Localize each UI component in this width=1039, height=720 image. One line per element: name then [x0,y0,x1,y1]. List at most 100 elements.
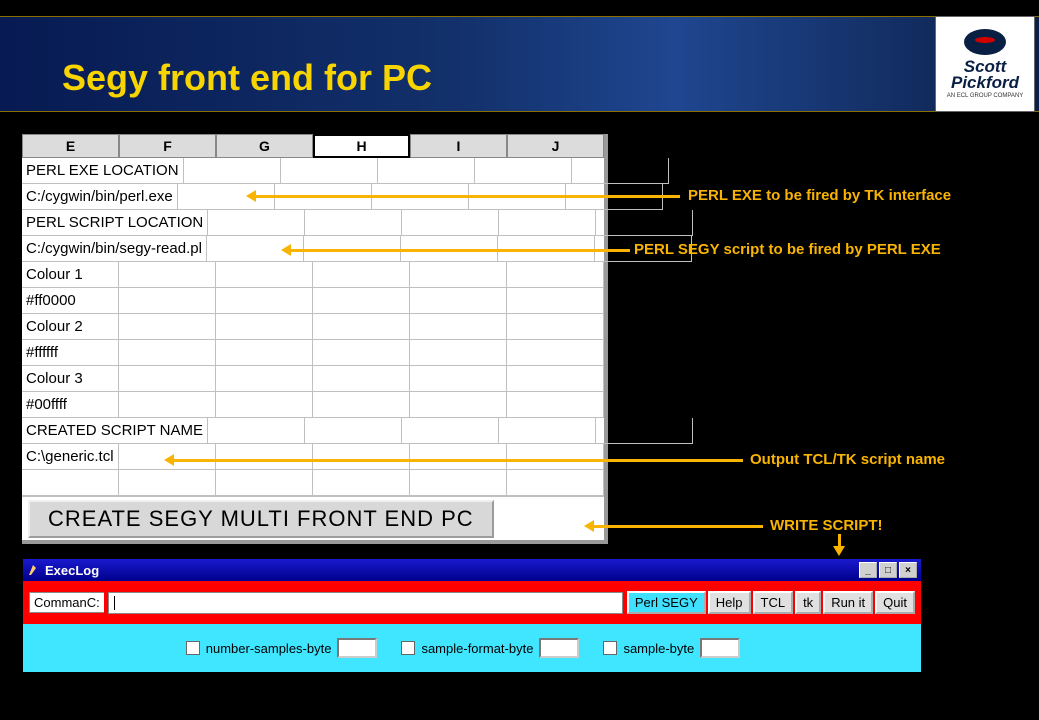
cell[interactable]: Colour 2 [22,314,119,340]
maximize-button[interactable]: □ [879,562,897,578]
cell[interactable]: #ff0000 [22,288,119,314]
column-header-I[interactable]: I [410,134,507,158]
cell[interactable]: #00ffff [22,392,119,418]
close-button[interactable]: × [899,562,917,578]
cell[interactable] [216,288,313,314]
command-label: CommanC: [29,592,104,613]
cell[interactable] [313,470,410,496]
perl-segy-button[interactable]: Perl SEGY [627,591,706,614]
cell[interactable]: CREATED SCRIPT NAME [22,418,208,444]
field-sample-format-byte[interactable] [539,638,579,658]
command-input[interactable] [108,592,623,614]
create-script-button[interactable]: CREATE SEGY MULTI FRONT END PC [28,500,494,538]
cell[interactable] [313,366,410,392]
column-header-E[interactable]: E [22,134,119,158]
option-label: sample-byte [623,641,694,656]
checkbox-sample-byte[interactable] [603,641,617,655]
column-header-H[interactable]: H [313,134,410,158]
cell[interactable] [410,444,507,470]
field-number-samples-byte[interactable] [337,638,377,658]
cell[interactable] [22,470,119,496]
help-button[interactable]: Help [708,591,751,614]
cell[interactable] [119,470,216,496]
checkbox-number-samples-byte[interactable] [186,641,200,655]
cell[interactable] [410,340,507,366]
table-row: #00ffff [22,392,604,418]
cell[interactable] [313,444,410,470]
cell[interactable] [119,314,216,340]
cell[interactable] [378,158,475,184]
cell[interactable] [208,210,305,236]
cell[interactable] [305,210,402,236]
cell[interactable] [216,366,313,392]
cell[interactable]: Colour 1 [22,262,119,288]
cell[interactable] [596,418,693,444]
cell[interactable] [507,470,604,496]
cell[interactable] [402,210,499,236]
cell[interactable] [572,158,669,184]
cell[interactable] [216,444,313,470]
execlog-window: ExecLog _ □ × CommanC: Perl SEGYHelpTCLt… [22,558,922,673]
column-header-F[interactable]: F [119,134,216,158]
column-header-J[interactable]: J [507,134,604,158]
table-row: #ffffff [22,340,604,366]
cell[interactable] [507,392,604,418]
cell[interactable] [499,418,596,444]
cell[interactable] [313,392,410,418]
cell[interactable] [596,210,693,236]
cell[interactable] [313,288,410,314]
cell[interactable] [119,262,216,288]
cell[interactable]: C:/cygwin/bin/segy-read.pl [22,236,207,262]
cell[interactable] [281,158,378,184]
cell[interactable] [410,470,507,496]
cell[interactable] [119,366,216,392]
minimize-button[interactable]: _ [859,562,877,578]
tcl-button[interactable]: TCL [753,591,794,614]
cell[interactable] [410,392,507,418]
cell[interactable] [313,262,410,288]
cell[interactable] [402,418,499,444]
cell[interactable] [313,314,410,340]
cell[interactable] [507,288,604,314]
field-sample-byte[interactable] [700,638,740,658]
cell[interactable]: PERL SCRIPT LOCATION [22,210,208,236]
cell[interactable] [410,288,507,314]
cell[interactable] [208,418,305,444]
cell[interactable]: #ffffff [22,340,119,366]
cell[interactable]: C:/cygwin/bin/perl.exe [22,184,178,210]
cell[interactable] [216,340,313,366]
cell[interactable] [507,262,604,288]
cell[interactable] [119,340,216,366]
column-header-G[interactable]: G [216,134,313,158]
cell[interactable] [507,314,604,340]
table-row: Colour 2 [22,314,604,340]
cell[interactable] [507,366,604,392]
macro-button-row: CREATE SEGY MULTI FRONT END PC [22,496,604,540]
cell[interactable] [216,262,313,288]
cell[interactable]: PERL EXE LOCATION [22,158,184,184]
quit-button[interactable]: Quit [875,591,915,614]
cell[interactable] [313,340,410,366]
cell[interactable] [507,340,604,366]
cell[interactable] [499,210,596,236]
cell[interactable] [184,158,281,184]
cell[interactable] [119,288,216,314]
tk-button[interactable]: tk [795,591,821,614]
cell[interactable] [475,158,572,184]
cell[interactable] [410,314,507,340]
arrow-to-perl-script [285,249,630,252]
logo-line2: Pickford [951,75,1019,91]
cell[interactable] [410,366,507,392]
execlog-titlebar[interactable]: ExecLog _ □ × [23,559,921,581]
cell[interactable]: C:\generic.tcl [22,444,119,470]
cell[interactable]: Colour 3 [22,366,119,392]
cell[interactable] [507,444,604,470]
run-it-button[interactable]: Run it [823,591,873,614]
cell[interactable] [216,470,313,496]
cell[interactable] [410,262,507,288]
checkbox-sample-format-byte[interactable] [401,641,415,655]
cell[interactable] [216,392,313,418]
cell[interactable] [119,392,216,418]
cell[interactable] [216,314,313,340]
cell[interactable] [305,418,402,444]
